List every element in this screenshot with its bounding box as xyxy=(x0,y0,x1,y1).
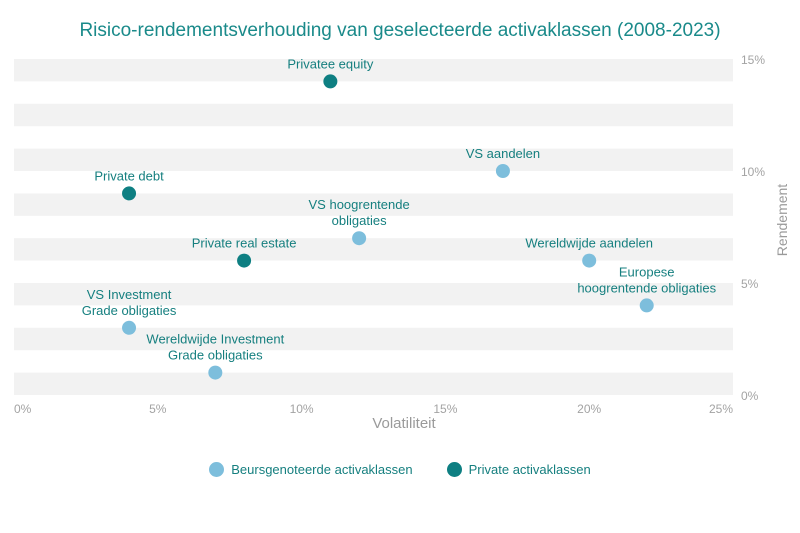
x-axis-ticks: 0% 5% 10% 15% 20% 25% xyxy=(14,402,733,416)
point-listed xyxy=(495,164,510,178)
grid-band xyxy=(14,193,733,216)
data-points xyxy=(122,74,654,380)
y-tick-label: 5% xyxy=(741,277,759,291)
grid-band xyxy=(14,238,733,261)
grid-band xyxy=(14,372,733,395)
legend-label-private: Private activaklassen xyxy=(468,462,591,477)
point-listed xyxy=(208,365,223,380)
legend: Beursgenoteerde activaklassen Private ac… xyxy=(0,462,800,477)
x-tick-label: 20% xyxy=(577,402,601,416)
point-listed xyxy=(582,253,597,268)
point-label: Privatee equity xyxy=(287,56,373,71)
y-axis-ticks: 0% 5% 10% 15% xyxy=(741,53,765,403)
legend-marker-private xyxy=(446,462,462,477)
grid-band xyxy=(14,283,733,306)
point-label: VS Investment Grade obligaties xyxy=(82,287,177,318)
y-tick-label: 0% xyxy=(741,389,759,403)
point-private xyxy=(237,253,252,268)
x-tick-label: 5% xyxy=(149,402,167,416)
point-label: Wereldwijde aandelen xyxy=(525,236,653,251)
legend-marker-listed xyxy=(209,462,225,477)
point-private xyxy=(323,74,338,89)
grid-band xyxy=(14,327,733,351)
grid-bands xyxy=(14,59,733,395)
grid-band xyxy=(14,103,733,127)
grid-band xyxy=(14,59,733,82)
x-tick-label: 15% xyxy=(433,402,457,416)
x-tick-label: 0% xyxy=(14,402,32,416)
data-labels: VS aandelen VS hoogrentende obligaties Were… xyxy=(82,56,717,362)
legend-item-listed: Beursgenoteerde activaklassen xyxy=(209,462,413,477)
grid-band xyxy=(14,148,733,171)
y-tick-label: 10% xyxy=(741,165,765,179)
point-label: Private debt xyxy=(94,168,164,183)
point-label: Europese hoogrentende obligaties xyxy=(577,264,716,295)
legend-item-private: Private activaklassen xyxy=(446,462,591,477)
y-tick-label: 15% xyxy=(741,53,765,67)
point-label: VS aandelen xyxy=(466,146,540,161)
x-axis-label: Volatiliteit xyxy=(372,415,436,432)
legend-label-listed: Beursgenoteerde activaklassen xyxy=(231,462,413,477)
point-listed xyxy=(122,320,137,335)
y-axis-label: Rendement xyxy=(774,184,790,256)
point-label: Private real estate xyxy=(192,236,297,251)
point-private xyxy=(122,186,137,201)
point-label: Wereldwijde Investment Grade obligaties xyxy=(146,332,284,363)
chart-title: Risico-rendementsverhouding van geselect… xyxy=(79,20,721,41)
x-tick-label: 25% xyxy=(709,402,733,416)
x-tick-label: 10% xyxy=(290,402,314,416)
point-listed xyxy=(639,298,654,313)
point-listed xyxy=(352,231,367,246)
point-label: VS hoogrentende obligaties xyxy=(309,197,410,228)
